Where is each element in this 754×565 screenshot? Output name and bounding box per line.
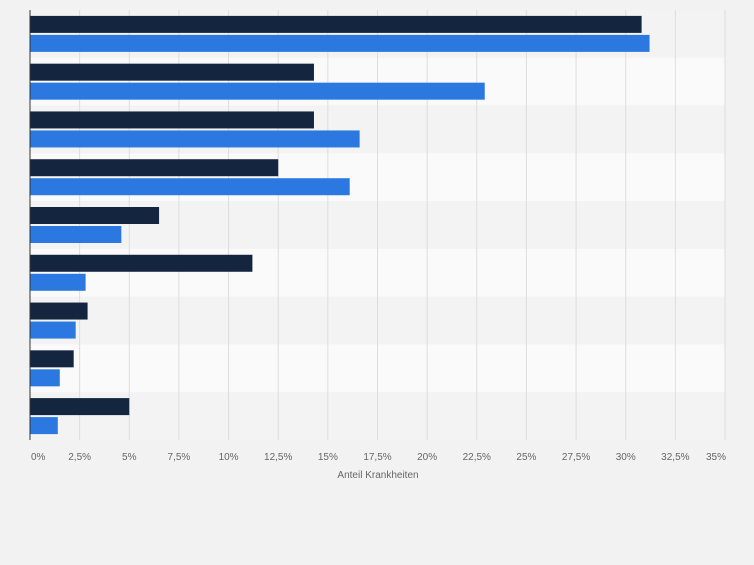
x-tick-label: 35% (706, 452, 726, 463)
x-tick-label: 7,5% (168, 452, 191, 463)
x-tick-label: 0% (31, 452, 46, 463)
x-tick-label: 17,5% (363, 452, 391, 463)
bar-series-1 (30, 350, 74, 368)
x-tick-label: 22,5% (463, 452, 491, 463)
bar-series-2 (30, 178, 350, 196)
bar-series-2 (30, 321, 76, 339)
bar-series-1 (30, 254, 253, 272)
bar-series-1 (30, 207, 160, 224)
bar-series-1 (30, 63, 314, 81)
bar-series-2 (30, 130, 360, 148)
bar-series-2 (30, 34, 650, 52)
bar-series-1 (30, 15, 642, 33)
x-tick-labels: 0% 2,5% 5% 7,5% 10% 12,5% 15% 17,5% 20% 22,5% 25% 2… (31, 452, 726, 463)
bar-series-2 (30, 82, 485, 100)
bar-series-2 (30, 226, 122, 243)
x-tick-label: 30% (616, 452, 636, 463)
x-tick-label: 20% (417, 452, 437, 463)
x-tick-label: 5% (122, 452, 137, 463)
x-tick-label: 10% (219, 452, 239, 463)
bar-series-1 (30, 111, 314, 129)
x-axis-label: Anteil Krankheiten (337, 470, 418, 481)
x-tick-label: 15% (318, 452, 338, 463)
bar-series-2 (30, 369, 60, 387)
x-tick-label: 12,5% (264, 452, 292, 463)
gridlines (79, 10, 726, 440)
bar-series-2 (30, 417, 58, 435)
bar-series-1 (30, 159, 279, 177)
bar-series-1 (30, 302, 88, 320)
bars (30, 15, 650, 435)
x-tick-label: 27,5% (562, 452, 590, 463)
bar-series-2 (30, 273, 86, 291)
x-tick-label: 32,5% (661, 452, 689, 463)
x-tick-label: 2,5% (68, 452, 91, 463)
bar-series-1 (30, 398, 130, 416)
x-tick-label: 25% (516, 452, 536, 463)
